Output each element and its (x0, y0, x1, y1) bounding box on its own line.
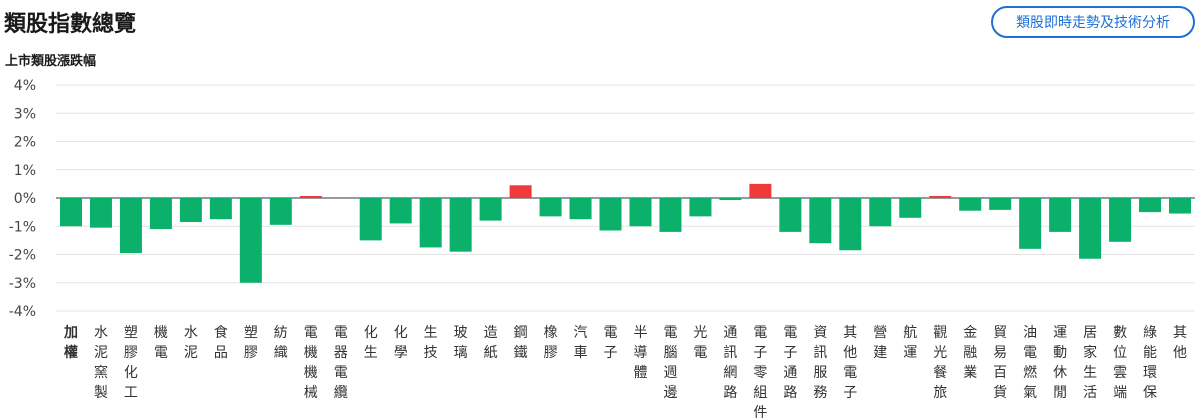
bar (839, 198, 862, 251)
x-tick-label: 化生 (364, 325, 378, 361)
y-tick-label: 1% (14, 163, 36, 179)
bar (539, 198, 562, 217)
x-tick-label: 通訊網路 (723, 325, 737, 401)
bar (659, 198, 682, 232)
x-tick-label: 水泥窯製 (94, 325, 108, 401)
bar (1019, 198, 1042, 249)
bar (569, 198, 592, 220)
bar (479, 198, 502, 221)
x-tick-label: 塑膠 (244, 325, 258, 361)
chart-title: 上市類股漲跌幅 (5, 54, 97, 69)
x-tick-label: 金融業 (963, 325, 977, 381)
bar (689, 198, 712, 217)
bar (719, 198, 742, 200)
x-tick-label: 資訊服務 (813, 325, 827, 401)
bar (809, 198, 832, 244)
bar (1139, 198, 1162, 213)
page-title: 類股指數總覽 (4, 12, 137, 37)
bar (299, 196, 322, 198)
bar (209, 198, 232, 220)
bar (1169, 198, 1192, 214)
x-tick-label: 橡膠 (544, 325, 558, 361)
analysis-button[interactable]: 類股即時走勢及技術分析 (991, 6, 1195, 38)
x-tick-label: 運動休閒 (1053, 325, 1067, 401)
x-tick-label: 貿易百貨 (993, 325, 1007, 401)
x-tick-label: 機電 (154, 325, 168, 361)
bar (419, 198, 442, 248)
bar (89, 198, 112, 228)
x-tick-label: 紡織 (274, 325, 288, 361)
x-tick-label: 生技 (424, 325, 438, 361)
y-tick-label: -2% (9, 248, 36, 264)
x-tick-label: 航運 (903, 325, 917, 361)
x-tick-label: 觀光餐旅 (933, 325, 947, 401)
bar (779, 198, 802, 232)
bar (929, 196, 952, 198)
y-tick-label: 0% (14, 191, 36, 207)
x-tick-label: 化學 (394, 325, 408, 361)
x-tick-label: 半導體 (633, 325, 647, 381)
bar (869, 198, 892, 227)
bar (629, 198, 652, 227)
bar (749, 183, 772, 198)
bar (239, 198, 262, 283)
bar (959, 198, 982, 211)
x-tick-label: 其他電子 (843, 325, 857, 401)
y-tick-label: 2% (14, 135, 36, 151)
bar (599, 198, 622, 231)
y-tick-label: -4% (9, 304, 36, 320)
x-tick-label: 電器電纜 (334, 325, 348, 401)
x-tick-label: 光電 (693, 325, 707, 361)
bar (389, 198, 412, 224)
bar (179, 198, 202, 223)
x-tick-label: 造紙 (484, 325, 498, 361)
bar (1049, 198, 1072, 232)
bar (119, 198, 142, 254)
x-tick-label: 玻璃 (454, 325, 468, 361)
x-tick-label: 數位雲端 (1113, 325, 1127, 401)
x-tick-label: 電機機械 (304, 325, 318, 401)
bar (269, 198, 292, 225)
bar (989, 198, 1012, 210)
y-tick-label: 3% (14, 106, 36, 122)
x-tick-label: 加權 (63, 325, 78, 361)
bar (149, 198, 172, 230)
bar (59, 198, 82, 227)
x-tick-label: 鋼鐵 (514, 325, 528, 361)
x-tick-label: 電子 (604, 325, 618, 361)
x-tick-label: 食品 (214, 324, 228, 361)
x-tick-label: 水泥 (184, 325, 198, 361)
x-tick-label: 綠能環保 (1143, 325, 1157, 401)
x-tick-label: 其他 (1173, 325, 1187, 361)
x-tick-label: 營建 (873, 325, 887, 361)
y-tick-label: -3% (9, 276, 36, 292)
x-tick-label: 電腦週邊 (663, 325, 677, 401)
x-tick-label: 塑膠化工 (124, 325, 138, 401)
x-tick-label: 汽車 (574, 325, 588, 361)
bar (359, 198, 382, 241)
bar (509, 185, 532, 198)
x-tick-label: 電子通路 (783, 325, 797, 401)
bar (1109, 198, 1132, 242)
y-tick-label: -1% (9, 219, 36, 235)
x-tick-label: 居家生活 (1083, 325, 1097, 401)
x-tick-label: 油電燃氣 (1023, 325, 1037, 401)
y-tick-label: 4% (14, 78, 36, 94)
x-tick-label: 電子零組件 (753, 325, 767, 418)
bar (899, 198, 922, 218)
bar (1079, 198, 1102, 259)
bar (449, 198, 472, 252)
